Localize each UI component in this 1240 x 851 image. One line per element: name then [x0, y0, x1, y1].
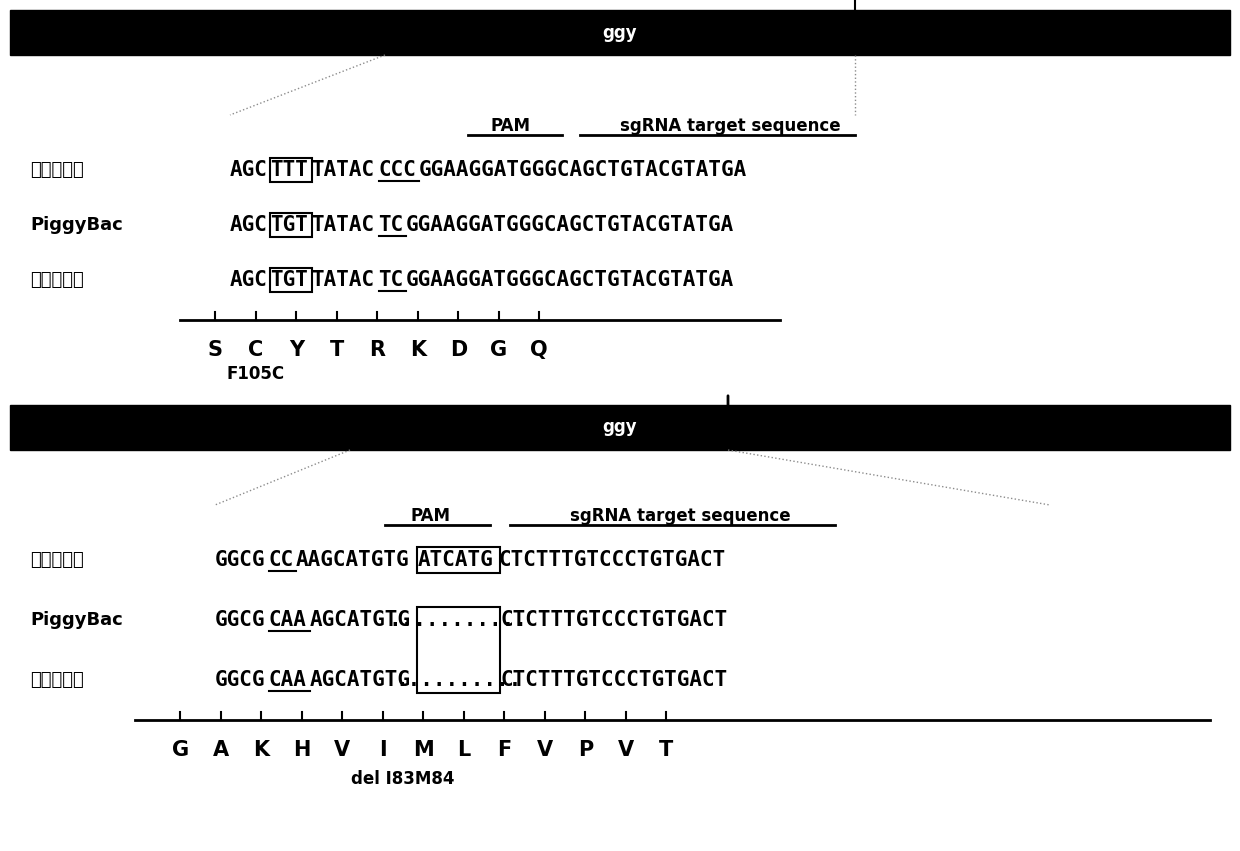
- Text: V: V: [335, 740, 351, 760]
- Bar: [10, 405, 1230, 450]
- Text: T: T: [330, 340, 343, 360]
- Text: G: G: [490, 340, 507, 360]
- Text: GGCG: GGCG: [215, 550, 265, 570]
- Text: TGT: TGT: [270, 270, 309, 290]
- Text: TTT: TTT: [270, 160, 309, 180]
- Text: TATAC: TATAC: [311, 160, 374, 180]
- Text: PAM: PAM: [410, 507, 450, 525]
- Text: P: P: [578, 740, 593, 760]
- Text: del I83M84: del I83M84: [351, 770, 455, 788]
- Text: sgRNA target sequence: sgRNA target sequence: [620, 117, 841, 135]
- Text: 修复后序列: 修复后序列: [30, 271, 84, 289]
- Text: AGCATGTG: AGCATGTG: [310, 610, 410, 630]
- Text: AAGCATGTG: AAGCATGTG: [296, 550, 409, 570]
- Text: TC: TC: [378, 215, 404, 235]
- Text: Y: Y: [289, 340, 304, 360]
- Text: AGC: AGC: [229, 160, 268, 180]
- Text: TGT: TGT: [270, 215, 309, 235]
- Text: AGC: AGC: [229, 215, 268, 235]
- Text: ..........: ..........: [394, 670, 521, 690]
- Text: R: R: [370, 340, 386, 360]
- Bar: [10, 10, 1230, 55]
- Text: M: M: [413, 740, 434, 760]
- Text: CTCTTTGTCCCTGTGACT: CTCTTTGTCCCTGTGACT: [501, 670, 728, 690]
- Text: GGCG: GGCG: [215, 670, 265, 690]
- Text: H: H: [293, 740, 310, 760]
- Text: CCC: CCC: [378, 160, 417, 180]
- Text: L: L: [458, 740, 470, 760]
- Bar: [269, 268, 312, 292]
- Text: CAA: CAA: [269, 610, 306, 630]
- Text: D: D: [450, 340, 467, 360]
- Text: PiggyBac: PiggyBac: [30, 611, 123, 629]
- Text: ATCATG: ATCATG: [418, 550, 494, 570]
- Text: A: A: [213, 740, 229, 760]
- Text: TATAC: TATAC: [311, 270, 374, 290]
- Text: ggy: ggy: [603, 24, 637, 42]
- Text: CC: CC: [269, 550, 294, 570]
- Text: PAM: PAM: [490, 117, 529, 135]
- Bar: [417, 547, 500, 573]
- Text: GGCG: GGCG: [215, 610, 265, 630]
- Text: CAA: CAA: [269, 670, 306, 690]
- Text: V: V: [618, 740, 634, 760]
- Text: G: G: [171, 740, 188, 760]
- Text: 野生型序列: 野生型序列: [30, 551, 84, 569]
- Text: GGAAGGATGGGCAGCTGTACGTATGA: GGAAGGATGGGCAGCTGTACGTATGA: [419, 160, 748, 180]
- Bar: [269, 213, 312, 237]
- Text: AGCATGTG: AGCATGTG: [310, 670, 410, 690]
- Text: I: I: [379, 740, 387, 760]
- Text: K: K: [409, 340, 425, 360]
- Text: F: F: [497, 740, 511, 760]
- Text: TATAC: TATAC: [311, 215, 374, 235]
- Bar: [269, 158, 312, 182]
- Text: Q: Q: [531, 340, 548, 360]
- Text: 修复后序列: 修复后序列: [30, 671, 84, 689]
- Text: T: T: [660, 740, 673, 760]
- Text: CTCTTTGTCCCTGTGACT: CTCTTTGTCCCTGTGACT: [501, 610, 728, 630]
- Text: ...........: ...........: [388, 610, 527, 630]
- Text: S: S: [208, 340, 223, 360]
- Text: AGC: AGC: [229, 270, 268, 290]
- Text: F105C: F105C: [227, 365, 285, 383]
- Text: sgRNA target sequence: sgRNA target sequence: [569, 507, 790, 525]
- Text: V: V: [537, 740, 553, 760]
- Text: PiggyBac: PiggyBac: [30, 216, 123, 234]
- Text: GGAAGGATGGGCAGCTGTACGTATGA: GGAAGGATGGGCAGCTGTACGTATGA: [405, 215, 734, 235]
- Text: 野生型序列: 野生型序列: [30, 161, 84, 179]
- Text: CTCTTTGTCCCTGTGACT: CTCTTTGTCCCTGTGACT: [498, 550, 725, 570]
- Bar: [417, 607, 500, 693]
- Text: ggy: ggy: [603, 419, 637, 437]
- Text: GGAAGGATGGGCAGCTGTACGTATGA: GGAAGGATGGGCAGCTGTACGTATGA: [405, 270, 734, 290]
- Text: C: C: [248, 340, 263, 360]
- Text: K: K: [253, 740, 269, 760]
- Text: TC: TC: [378, 270, 404, 290]
